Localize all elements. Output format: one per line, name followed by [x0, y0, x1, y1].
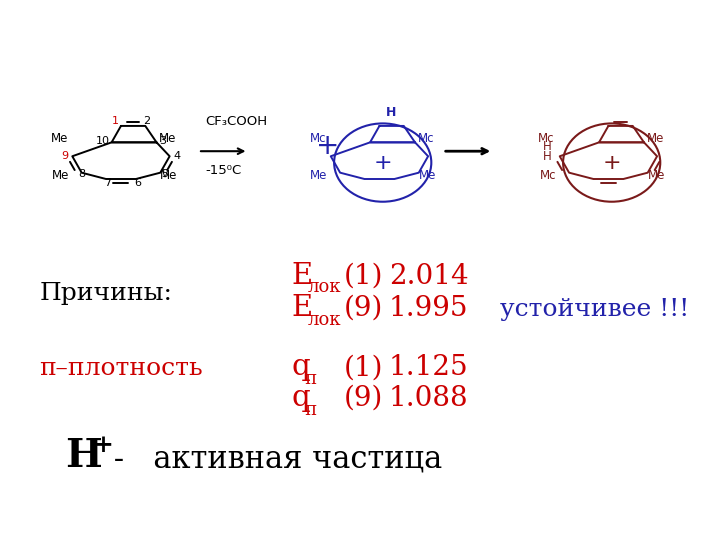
Text: 2: 2: [143, 117, 150, 126]
Text: +: +: [316, 132, 339, 160]
Text: Me: Me: [418, 168, 436, 181]
Text: H: H: [544, 140, 552, 153]
Text: π: π: [305, 370, 316, 388]
Text: 2.014: 2.014: [389, 262, 469, 289]
Text: Me: Me: [50, 132, 68, 145]
Text: 6: 6: [135, 178, 141, 188]
Text: H: H: [385, 105, 396, 118]
Text: Me: Me: [159, 132, 176, 145]
Text: π–плотность: π–плотность: [40, 357, 203, 380]
Text: Me: Me: [160, 168, 178, 181]
Text: 1: 1: [112, 117, 119, 126]
Text: H: H: [65, 437, 102, 475]
Text: (1): (1): [343, 354, 383, 381]
Text: -   активная частица: - активная частица: [104, 443, 443, 474]
Text: (1): (1): [343, 262, 383, 289]
Text: Причины:: Причины:: [40, 282, 173, 305]
Text: +: +: [603, 153, 621, 173]
Text: Mc: Mc: [539, 168, 556, 181]
Text: Me: Me: [52, 168, 69, 181]
Text: Me: Me: [647, 132, 664, 145]
Text: -15⁰C: -15⁰C: [205, 164, 241, 177]
Text: лок: лок: [307, 310, 341, 328]
Text: 5: 5: [161, 170, 168, 179]
Text: 8: 8: [78, 170, 85, 179]
Text: E: E: [292, 294, 313, 322]
Text: 3: 3: [159, 136, 166, 146]
Text: Me: Me: [647, 168, 665, 181]
Text: 4: 4: [174, 151, 181, 161]
Text: Mc: Mc: [310, 132, 326, 145]
Text: лок: лок: [307, 278, 341, 296]
Text: +: +: [374, 153, 392, 173]
Text: Me: Me: [310, 168, 328, 181]
Text: CF₃COOH: CF₃COOH: [205, 115, 267, 128]
Text: 10: 10: [96, 136, 110, 146]
Text: 1.995: 1.995: [389, 295, 468, 322]
Text: q: q: [292, 384, 310, 412]
Text: Mc: Mc: [418, 132, 434, 145]
Text: H: H: [544, 150, 552, 163]
Text: 7: 7: [104, 178, 112, 188]
Text: 1.125: 1.125: [389, 354, 469, 381]
Text: q: q: [292, 353, 310, 381]
Text: (9): (9): [343, 385, 383, 412]
Text: +: +: [92, 433, 113, 457]
Text: (9): (9): [343, 295, 383, 322]
Text: E: E: [292, 261, 313, 289]
Text: 9: 9: [61, 151, 68, 161]
Text: Mc: Mc: [539, 132, 555, 145]
Text: 1.088: 1.088: [389, 385, 469, 412]
Text: π: π: [305, 401, 316, 418]
Text: устойчивее !!!: устойчивее !!!: [500, 298, 690, 321]
